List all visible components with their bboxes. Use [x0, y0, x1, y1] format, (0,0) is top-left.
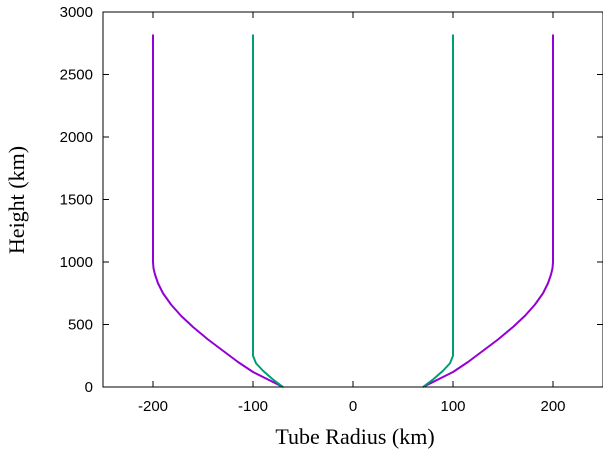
series-2-left-line — [252, 34, 284, 388]
y-tick-label: 2000 — [60, 129, 93, 146]
y-tick-label: 0 — [85, 379, 93, 396]
x-axis-label: Tube Radius (km) — [275, 424, 434, 449]
y-axis-label: Height (km) — [4, 146, 29, 254]
y-tick-label: 3000 — [60, 4, 93, 21]
x-tick-label: -100 — [238, 398, 268, 415]
series-2-right-line — [422, 34, 454, 388]
x-tick-label: 0 — [349, 398, 357, 415]
plot-frame — [102, 11, 603, 388]
y-tick-label: 1000 — [60, 254, 93, 271]
x-tick-label: -200 — [138, 398, 168, 415]
x-tick-label: 200 — [540, 398, 565, 415]
y-tick-label: 1500 — [60, 192, 93, 209]
y-tick-label: 2500 — [60, 67, 93, 84]
x-tick-label: 100 — [440, 398, 465, 415]
series-1-left-line — [152, 34, 284, 388]
series-1-right-line — [422, 34, 554, 388]
y-tick-label: 500 — [68, 317, 93, 334]
